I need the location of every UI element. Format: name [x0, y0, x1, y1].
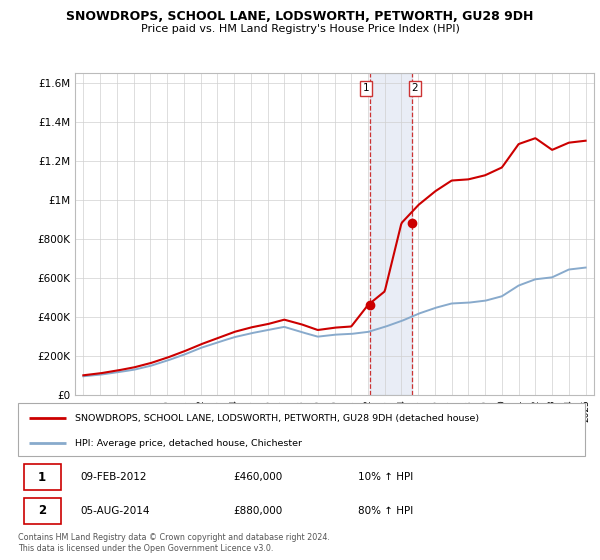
Text: 2: 2 — [38, 504, 46, 517]
Text: SNOWDROPS, SCHOOL LANE, LODSWORTH, PETWORTH, GU28 9DH: SNOWDROPS, SCHOOL LANE, LODSWORTH, PETWO… — [67, 10, 533, 22]
Text: £460,000: £460,000 — [233, 472, 283, 482]
FancyBboxPatch shape — [23, 498, 61, 524]
Text: 2: 2 — [412, 83, 418, 94]
Text: 05-AUG-2014: 05-AUG-2014 — [80, 506, 150, 516]
Text: SNOWDROPS, SCHOOL LANE, LODSWORTH, PETWORTH, GU28 9DH (detached house): SNOWDROPS, SCHOOL LANE, LODSWORTH, PETWO… — [75, 414, 479, 423]
Text: HPI: Average price, detached house, Chichester: HPI: Average price, detached house, Chic… — [75, 438, 302, 447]
Text: £880,000: £880,000 — [233, 506, 283, 516]
Bar — [370, 73, 412, 395]
Text: 10% ↑ HPI: 10% ↑ HPI — [358, 472, 413, 482]
FancyBboxPatch shape — [23, 464, 61, 490]
Text: 1: 1 — [363, 83, 370, 94]
Text: 80% ↑ HPI: 80% ↑ HPI — [358, 506, 413, 516]
FancyBboxPatch shape — [18, 403, 585, 456]
Text: 1: 1 — [38, 470, 46, 483]
Text: 09-FEB-2012: 09-FEB-2012 — [80, 472, 147, 482]
Text: Contains HM Land Registry data © Crown copyright and database right 2024.
This d: Contains HM Land Registry data © Crown c… — [18, 533, 330, 553]
Text: Price paid vs. HM Land Registry's House Price Index (HPI): Price paid vs. HM Land Registry's House … — [140, 24, 460, 34]
